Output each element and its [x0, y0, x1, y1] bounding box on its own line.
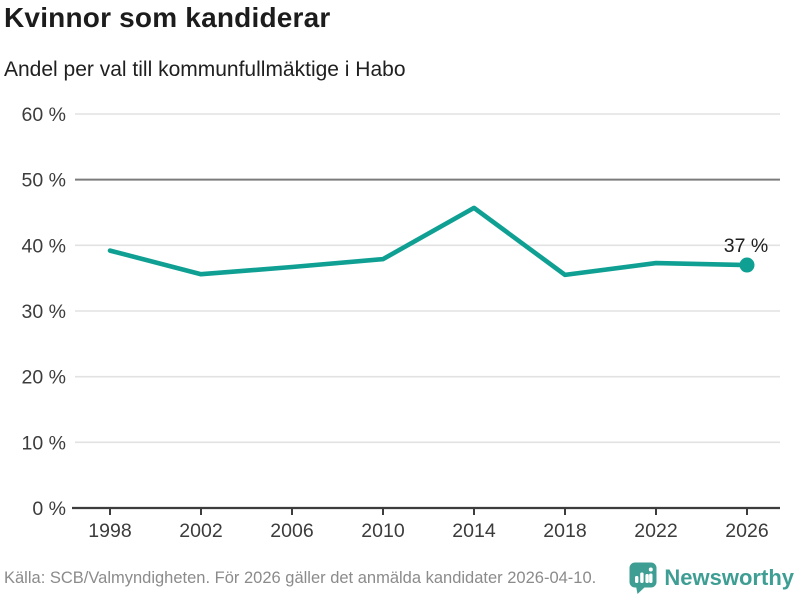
footer: Källa: SCB/Valmyndigheten. För 2026 gäll…	[4, 560, 794, 596]
data-line	[107, 205, 750, 278]
x-tick-label: 2010	[361, 520, 405, 542]
x-tick-label: 2018	[543, 520, 586, 542]
source-note: Källa: SCB/Valmyndigheten. För 2026 gäll…	[4, 568, 597, 587]
page-title: Kvinnor som kandiderar	[4, 2, 331, 33]
end-value-label: 37 %	[724, 235, 768, 257]
y-tick-label: 20 %	[22, 367, 66, 389]
y-tick-label: 60 %	[22, 104, 66, 126]
y-tick-label: 30 %	[22, 301, 66, 323]
y-tick-label: 40 %	[22, 235, 66, 257]
y-tick-label: 50 %	[22, 170, 66, 192]
end-point-dot	[739, 257, 755, 273]
newsworthy-logo: Newsworthy	[629, 562, 794, 594]
x-tick-label: 2014	[452, 520, 496, 542]
x-tick-label: 2006	[270, 520, 313, 542]
line-chart: 0 % 10 % 20 % 30 % 40 % 50 % 60 % 1998 2002 2006 2…	[22, 104, 780, 542]
x-tick-label: 2002	[179, 520, 222, 542]
x-tick-label: 2022	[634, 520, 677, 542]
brand-name: Newsworthy	[664, 565, 794, 590]
y-tick-label: 10 %	[22, 432, 66, 454]
x-tick-label: 2026	[725, 520, 768, 542]
y-tick-label: 0 %	[32, 498, 66, 520]
newsworthy-icon	[629, 562, 657, 594]
chart-subtitle: Andel per val till kommunfullmäktige i H…	[4, 58, 406, 81]
x-tick-label: 1998	[88, 520, 131, 542]
